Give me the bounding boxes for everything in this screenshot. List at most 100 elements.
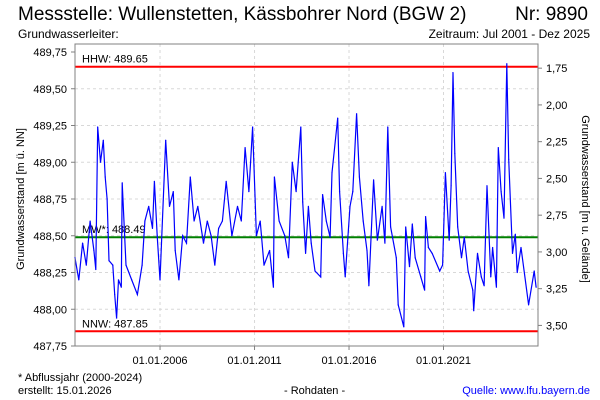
data-point [403,326,405,328]
data-point [272,286,275,288]
data-point [269,249,271,252]
page-title: Messstelle: Wullenstetten, Kässbohrer No… [18,4,467,25]
data-point [141,264,143,266]
data-point [387,126,389,128]
y-tick-label: 488,25 [33,268,67,280]
data-point [325,220,327,222]
data-point [355,113,358,115]
data-point [454,152,456,155]
data-point [125,264,127,266]
y2-tick-label: 3,00 [546,247,567,259]
data-point [148,205,150,207]
data-point [338,191,341,193]
data-point [89,220,91,222]
data-point [159,279,161,281]
footnote: * Abflussjahr (2000-2024) [18,372,143,384]
data-point [444,171,446,174]
data-point [231,235,233,237]
data-point [427,246,429,249]
data-point [156,235,158,237]
data-point [424,216,427,218]
data-point [331,171,333,174]
data-point [291,161,293,163]
data-point [240,220,242,222]
data-point [78,279,80,281]
y-axis-label: Grundwasserstand [m ü. NN] [15,128,27,270]
plot-frame [74,43,539,347]
data-point [120,286,122,288]
data-point [165,139,167,141]
data-point [508,158,510,160]
data-point [381,205,383,207]
reference-label: HHW: 489.65 [82,54,148,66]
data-point [439,270,441,272]
data-point [221,220,224,222]
data-point [405,226,407,228]
data-point [516,271,518,274]
y2-tick-label: 2,75 [546,210,567,222]
data-point [460,257,463,259]
y2-tick-label: 3,50 [546,320,567,332]
grid [75,44,538,346]
created-date: erstellt: 15.01.2026 [18,385,112,397]
reference-label: NNW: 487.85 [82,318,148,330]
axes: 487,75 488,00 488,25 488,50 488,75 489,00 489,… [33,47,567,367]
data-point [287,257,290,259]
data-point [480,276,482,278]
data-point [112,264,114,266]
data-point [414,257,416,259]
data-point [248,191,250,193]
data-point [206,220,208,222]
data-point [153,180,155,182]
data-point [255,235,258,237]
data-point [533,270,535,272]
data-point [431,252,433,254]
data-point [85,264,87,266]
data-point [244,146,246,149]
data-point [492,246,494,249]
data-point [441,264,444,266]
data-point [342,252,344,254]
y-tick-label: 488,00 [33,304,67,316]
data-point [104,176,106,178]
data-point [463,236,465,238]
data-point [93,249,95,252]
data-point [358,176,361,178]
data-point [284,235,286,237]
data-point [362,220,364,222]
y-tick-label: 487,75 [33,341,67,353]
data-point [450,185,452,187]
data-point [263,264,265,266]
data-point [411,223,413,225]
data-point [136,293,138,296]
data-point [115,317,118,319]
y2-axis-label: Grundwasserstand [m u. Gelände] [579,115,591,283]
data-point [121,182,123,184]
source-link[interactable]: Quelle: www.lfu.bayern.de [462,385,590,397]
data-point [278,220,280,222]
data-point [310,242,312,244]
data-point [252,126,254,128]
data-point [144,220,146,222]
data-point [490,276,492,278]
data-point [520,246,522,249]
data-point [106,198,108,200]
data-point [236,205,239,207]
data-point [202,242,205,244]
data-point [495,286,498,288]
data-point [259,220,261,222]
reference-label: MW*: 488.49 [82,224,146,236]
data-point [95,268,97,271]
data-point [295,191,297,193]
y2-tick-label: 3,25 [546,284,567,296]
y-tick-label: 489,25 [33,121,67,133]
data-point [397,304,399,306]
data-point [320,276,322,278]
data-point [448,239,450,241]
data-point [497,146,499,149]
data-point [395,257,397,259]
data-point [476,252,479,254]
data-point [408,266,411,268]
data-point [182,235,184,237]
